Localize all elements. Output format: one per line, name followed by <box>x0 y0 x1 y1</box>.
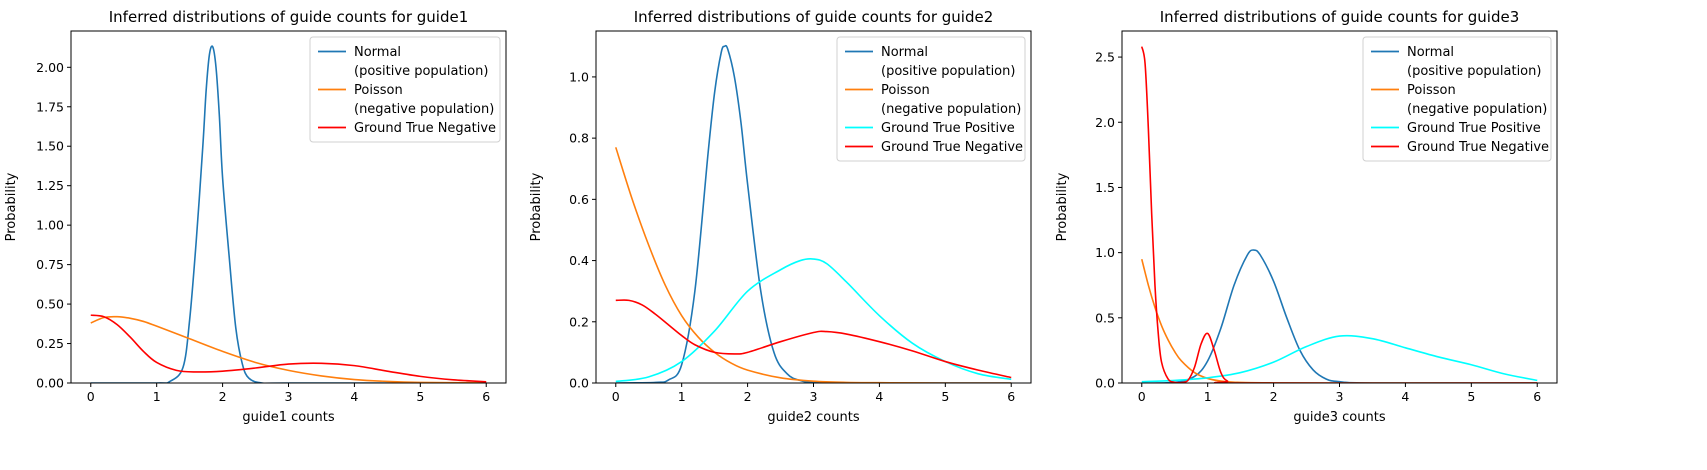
legend-box <box>309 36 501 143</box>
x-tick-label: 6 <box>1533 389 1541 404</box>
x-tick-label: 1 <box>678 389 686 404</box>
x-tick-label: 5 <box>1467 389 1475 404</box>
y-tick-label: 0.2 <box>569 314 589 329</box>
legend-label: Ground True Positive <box>881 121 1015 136</box>
legend-label: Normal (positive population) <box>881 45 1015 79</box>
x-tick-label: 6 <box>482 389 490 404</box>
y-axis-label: Probability <box>1055 172 1070 241</box>
chart-panel-3: Inferred distributions of guide counts f… <box>1055 8 1558 425</box>
legend-label: Normal (positive population) <box>354 45 488 79</box>
y-tick-label: 0.4 <box>569 253 589 268</box>
x-tick-label: 1 <box>153 389 161 404</box>
series-line <box>1140 46 1538 383</box>
y-tick-label: 0.0 <box>1095 376 1115 391</box>
y-tick-label: 0.50 <box>36 297 64 312</box>
y-tick-label: 2.00 <box>36 60 64 75</box>
legend-label: Ground True Positive <box>1407 121 1541 136</box>
chart-panel-2: Inferred distributions of guide counts f… <box>529 8 1032 425</box>
series-line <box>90 315 487 383</box>
plot-frame <box>70 30 507 384</box>
x-tick-label: 3 <box>285 389 293 404</box>
y-tick-label: 1.00 <box>36 218 64 233</box>
y-tick-label: 1.25 <box>36 178 64 193</box>
x-tick-label: 2 <box>744 389 752 404</box>
legend: Normal (positive population) Poisson (negat… <box>836 36 1026 162</box>
chart-title: Inferred distributions of guide counts f… <box>109 8 469 26</box>
x-tick-label: 0 <box>1138 389 1146 404</box>
chart-title: Inferred distributions of guide counts f… <box>1160 8 1520 26</box>
legend-label: Poisson (negative population) <box>1407 83 1547 117</box>
chart-title: Inferred distributions of guide counts f… <box>634 8 994 26</box>
x-tick-label: 6 <box>1007 389 1015 404</box>
x-tick-label: 0 <box>87 389 95 404</box>
y-tick-label: 2.5 <box>1095 50 1115 65</box>
y-tick-label: 1.0 <box>1095 245 1115 260</box>
series-line <box>1141 249 1538 383</box>
series-line <box>1140 258 1538 383</box>
series-line <box>615 147 1012 383</box>
y-tick-label: 1.75 <box>36 99 64 114</box>
legend-box <box>836 36 1026 162</box>
y-axis-label: Probability <box>4 172 19 241</box>
legend-label: Poisson (negative population) <box>881 83 1021 117</box>
series-line <box>90 314 487 383</box>
series-line <box>615 299 1012 379</box>
legend-label: Ground True Negative <box>881 140 1023 155</box>
x-axis-label: guide1 counts <box>242 410 334 425</box>
chart-panel-1: Inferred distributions of guide counts f… <box>4 8 507 425</box>
y-tick-label: 0.00 <box>36 376 64 391</box>
y-tick-label: 0.25 <box>36 336 64 351</box>
y-axis-label: Probability <box>529 172 544 241</box>
x-tick-label: 3 <box>810 389 818 404</box>
x-axis-label: guide2 counts <box>767 410 859 425</box>
legend-label: Ground True Negative <box>354 121 496 136</box>
x-tick-label: 4 <box>1401 389 1409 404</box>
x-tick-label: 1 <box>1204 389 1212 404</box>
legend: Normal (positive population) Poisson (negat… <box>309 36 501 143</box>
x-tick-label: 5 <box>416 389 424 404</box>
series-line <box>1141 334 1538 383</box>
x-tick-label: 0 <box>612 389 620 404</box>
x-tick-label: 2 <box>1270 389 1278 404</box>
y-tick-label: 1.0 <box>569 69 589 84</box>
y-tick-label: 0.5 <box>1095 310 1115 325</box>
y-tick-label: 0.8 <box>569 131 589 146</box>
plot-frame <box>595 30 1032 384</box>
series-line <box>615 258 1012 383</box>
x-tick-label: 2 <box>219 389 227 404</box>
y-tick-label: 0.6 <box>569 192 589 207</box>
plot-frame <box>1121 30 1558 384</box>
y-tick-label: 0.0 <box>569 376 589 391</box>
y-tick-label: 2.0 <box>1095 115 1115 130</box>
legend-label: Normal (positive population) <box>1407 45 1541 79</box>
x-tick-label: 5 <box>941 389 949 404</box>
legend-box <box>1362 36 1552 162</box>
y-tick-label: 1.5 <box>1095 180 1115 195</box>
x-tick-label: 4 <box>350 389 358 404</box>
y-tick-label: 1.50 <box>36 139 64 154</box>
series-line <box>90 45 487 383</box>
x-tick-label: 3 <box>1336 389 1344 404</box>
x-tick-label: 4 <box>875 389 883 404</box>
legend: Normal (positive population) Poisson (negat… <box>1362 36 1552 162</box>
legend-label: Poisson (negative population) <box>354 83 494 117</box>
y-tick-label: 0.75 <box>36 257 64 272</box>
x-axis-label: guide3 counts <box>1293 410 1385 425</box>
legend-label: Ground True Negative <box>1407 140 1549 155</box>
